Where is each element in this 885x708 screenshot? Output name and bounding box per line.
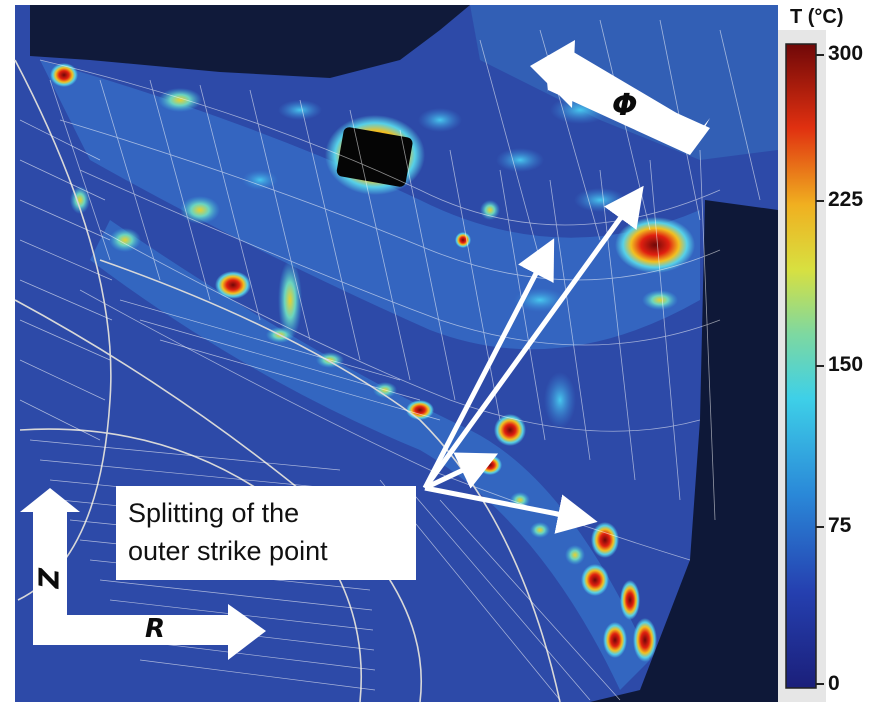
annotation-line-2: outer strike point [128, 536, 328, 566]
colorbar-title: T (°C) [790, 6, 844, 28]
colorbar-tick-150: 150 [828, 353, 864, 376]
top-dark-structure [30, 5, 470, 78]
r-arrow-shaft [33, 615, 231, 645]
colorbar-gradient [785, 43, 817, 689]
phi-axis-label: Φ [612, 88, 638, 123]
phi-arrow-head [530, 40, 575, 108]
strike-band [90, 220, 650, 690]
splitting-arrows [422, 185, 644, 534]
r-axis-label: R [145, 614, 166, 644]
colorbar-tick-300: 300 [828, 42, 864, 65]
colorbar-tick-0: 0 [828, 672, 840, 695]
mesh-overlay [39, 19, 761, 561]
z-axis-label: Z [31, 568, 65, 589]
annotation-line-1: Splitting of the [128, 498, 300, 528]
colorbar-tick-75: 75 [828, 514, 852, 537]
colorbar-tick-225: 225 [828, 188, 864, 211]
annotation-box: Splitting of the outer strike point [116, 486, 416, 580]
right-dark-structure [590, 200, 778, 702]
colorbar-tick-marks [816, 54, 824, 685]
phi-arrow-body [548, 55, 710, 155]
r-arrow-head [228, 604, 266, 660]
z-arrow-head [20, 488, 80, 512]
